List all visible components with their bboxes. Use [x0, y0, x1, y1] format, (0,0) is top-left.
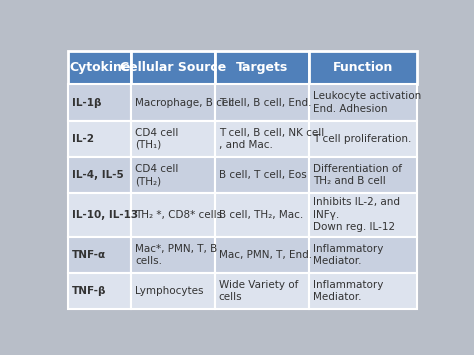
Text: Leukocyte activation
End. Adhesion: Leukocyte activation End. Adhesion [313, 91, 421, 114]
Bar [215, 157, 309, 193]
Bar [309, 237, 418, 273]
Text: Targets: Targets [236, 61, 288, 74]
Bar [215, 237, 309, 273]
Text: CD4 cell
(TH₁): CD4 cell (TH₁) [135, 127, 178, 150]
Text: IL-10, IL-13: IL-10, IL-13 [72, 210, 138, 220]
Text: IL-4, IL-5: IL-4, IL-5 [72, 170, 124, 180]
Text: IL-2: IL-2 [72, 134, 94, 144]
Text: IL-1β: IL-1β [72, 98, 101, 108]
Text: Inhibits IL-2, and
INFγ.
Down reg. IL-12: Inhibits IL-2, and INFγ. Down reg. IL-12 [313, 197, 400, 232]
Text: Cytokine: Cytokine [69, 61, 130, 74]
Text: Inflammatory
Mediator.: Inflammatory Mediator. [313, 280, 383, 302]
Bar [131, 51, 215, 84]
Text: Wide Variety of
cells: Wide Variety of cells [219, 280, 298, 302]
Bar [309, 273, 418, 309]
Bar [131, 157, 215, 193]
Bar [309, 157, 418, 193]
Text: T cell, B cell, NK cell
, and Mac.: T cell, B cell, NK cell , and Mac. [219, 127, 324, 150]
Text: Inflammatory
Mediator.: Inflammatory Mediator. [313, 244, 383, 266]
Bar [131, 237, 215, 273]
Bar [309, 121, 418, 157]
Text: Differentiation of
TH₂ and B cell: Differentiation of TH₂ and B cell [313, 164, 402, 186]
Bar [215, 193, 309, 237]
Text: TNF-β: TNF-β [72, 286, 107, 296]
Text: TNF-α: TNF-α [72, 250, 106, 260]
Bar [215, 51, 309, 84]
Bar [309, 193, 418, 237]
Text: Lymphocytes: Lymphocytes [135, 286, 203, 296]
Bar [131, 121, 215, 157]
Text: B cell, TH₂, Mac.: B cell, TH₂, Mac. [219, 210, 303, 220]
Text: T cell proliferation.: T cell proliferation. [313, 134, 411, 144]
Bar [68, 157, 131, 193]
Text: Macrophage, B cell: Macrophage, B cell [135, 98, 234, 108]
Bar [68, 273, 131, 309]
Text: T cell, B cell, End.: T cell, B cell, End. [219, 98, 311, 108]
Bar [131, 193, 215, 237]
Bar [215, 273, 309, 309]
Bar [68, 51, 131, 84]
Bar [215, 121, 309, 157]
Bar [68, 237, 131, 273]
Bar [309, 51, 418, 84]
Bar [68, 121, 131, 157]
Bar [68, 193, 131, 237]
Bar [309, 84, 418, 121]
Text: CD4 cell
(TH₂): CD4 cell (TH₂) [135, 164, 178, 186]
Bar [131, 84, 215, 121]
Text: Cellular Source: Cellular Source [120, 61, 226, 74]
Text: B cell, T cell, Eos: B cell, T cell, Eos [219, 170, 306, 180]
Text: Mac, PMN, T, End.: Mac, PMN, T, End. [219, 250, 312, 260]
Bar [131, 273, 215, 309]
Bar [68, 84, 131, 121]
Bar [215, 84, 309, 121]
Text: Function: Function [333, 61, 393, 74]
Text: Mac*, PMN, T, B
cells.: Mac*, PMN, T, B cells. [135, 244, 217, 266]
Text: TH₂ *, CD8* cells: TH₂ *, CD8* cells [135, 210, 222, 220]
